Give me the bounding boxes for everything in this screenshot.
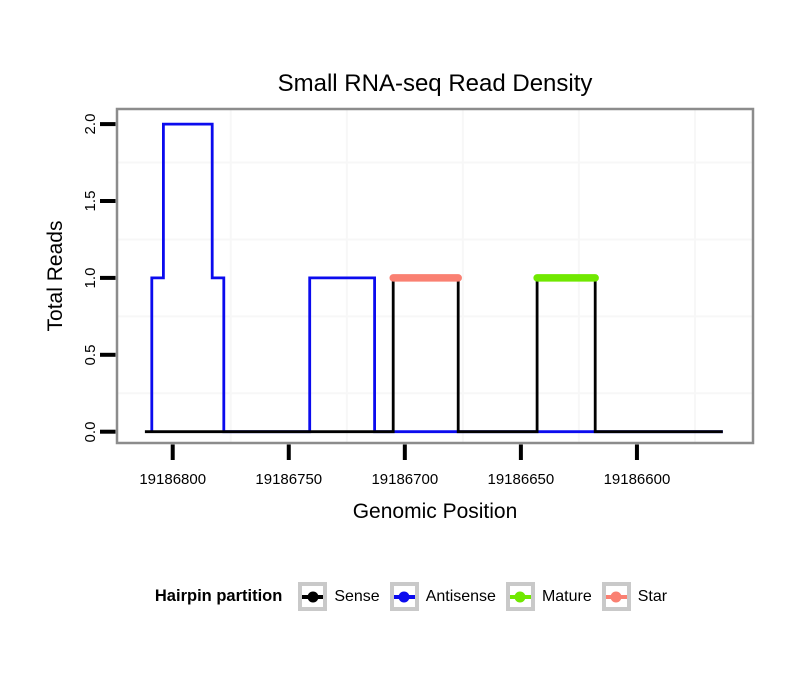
x-tick-label: 19186750 [255,471,323,488]
antisense-step-line [150,122,723,434]
chart-title: Small RNA-seq Read Density [277,70,593,97]
x-axis-title: Genomic Position [352,500,518,523]
legend-item: Antisense [389,582,496,611]
legend-key-dot-icon [398,591,410,602]
y-tick-label: 1.0 [82,267,99,289]
legend-item-label: Antisense [425,587,496,605]
legend-title: Hairpin partition [154,587,283,605]
y-axis-title: Total Reads [44,220,67,332]
x-tick-label: 19186600 [603,471,671,488]
legend-item: Sense [298,582,380,611]
legend-key-dot-icon [514,591,526,602]
legend-item-label: Mature [541,587,592,605]
y-tick-label: 0.5 [82,344,99,366]
y-tick-label: 0.0 [82,421,99,443]
y-tick-label: 2.0 [82,113,99,135]
legend-key-box [298,582,328,611]
x-tick-label: 19186650 [487,471,555,488]
legend-key-dot-icon [610,591,622,602]
legend-key-box [389,582,419,611]
legend-item-label: Sense [334,587,380,605]
x-tick-label: 19186700 [371,471,439,488]
legend-item: Mature [505,582,592,611]
legend-key-box [505,582,535,611]
panel-border [115,107,755,445]
legend-key-dot-icon [307,591,319,602]
legend-item-label: Star [637,587,668,605]
legend-item: Star [601,582,668,611]
sense-step-line [144,276,723,434]
legend-key-box [601,582,631,611]
legend: Hairpin partition Sense Antisense Mature St… [0,582,810,611]
legend-items: Sense Antisense Mature Star [298,582,677,611]
x-tick-label: 19186800 [139,471,207,488]
y-tick-label: 1.5 [82,190,99,212]
